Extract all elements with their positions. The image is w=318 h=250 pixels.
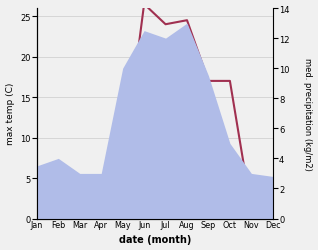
X-axis label: date (month): date (month) bbox=[119, 234, 191, 244]
Y-axis label: med. precipitation (kg/m2): med. precipitation (kg/m2) bbox=[303, 58, 313, 170]
Y-axis label: max temp (C): max temp (C) bbox=[5, 83, 15, 145]
